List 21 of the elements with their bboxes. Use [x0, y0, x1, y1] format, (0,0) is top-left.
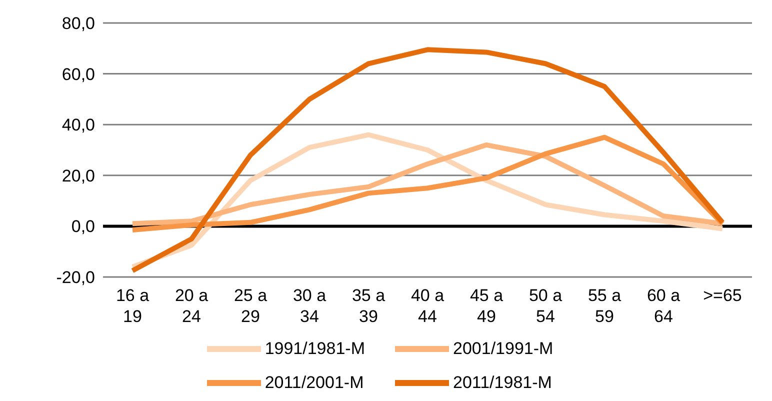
- y-tick-label: 60,0: [62, 64, 95, 84]
- legend-label: 1991/1981-M: [264, 339, 365, 359]
- x-tick-label: 25 a 29: [234, 286, 268, 326]
- legend-label: 2011/1981-M: [453, 373, 552, 393]
- y-tick-label: 0,0: [71, 217, 95, 236]
- y-tick-label: -20,0: [56, 268, 95, 288]
- x-tick-label: 45 a 49: [470, 286, 504, 326]
- legend-label: 2011/2001-M: [264, 373, 364, 393]
- x-tick-label: 55 a 59: [588, 286, 622, 326]
- y-tick-label: 20,0: [62, 166, 95, 186]
- x-tick-label: 30 a 34: [292, 286, 327, 326]
- y-tick-label: 40,0: [62, 116, 95, 135]
- y-tick-label: 80,0: [62, 14, 95, 34]
- x-tick-label: 35 a 39: [352, 286, 386, 326]
- x-tick-label: 40 a 44: [410, 286, 445, 326]
- legend-label: 2001/1991-M: [453, 339, 554, 359]
- x-tick-label: 20 a 24: [174, 286, 209, 326]
- x-tick-label: 16 a 19: [116, 286, 150, 326]
- x-tick-label: 60 a 64: [646, 286, 681, 326]
- x-tick-label: 50 a 54: [528, 286, 563, 326]
- x-tick-label: >=65: [703, 286, 742, 305]
